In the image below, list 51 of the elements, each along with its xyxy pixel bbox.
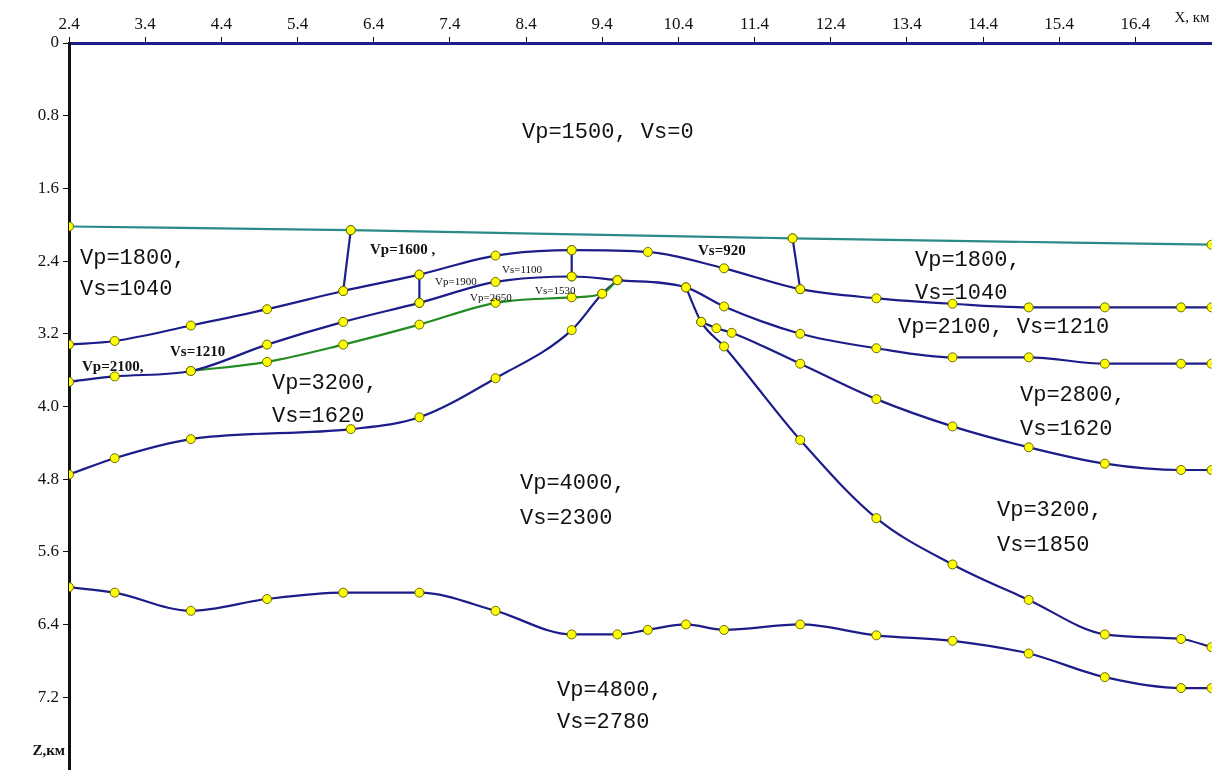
y-tick-label: 0.8 xyxy=(37,105,59,125)
x-tick-label: 8.4 xyxy=(515,14,538,34)
x-tick-label: 13.4 xyxy=(891,14,923,34)
y-tick-label: 2.4 xyxy=(37,250,60,270)
annotation: Vs=2300 xyxy=(520,505,613,531)
annotation: Vp=1500, Vs=0 xyxy=(522,119,694,145)
x-tick-label: 4.4 xyxy=(210,14,233,34)
x-tick-label: 15.4 xyxy=(1044,14,1075,34)
annotation: Vs=1620 xyxy=(272,403,365,429)
annotation: Vs=1040 xyxy=(80,276,173,302)
x-tick-label: 11.4 xyxy=(739,14,770,34)
y-tick-label: 5.6 xyxy=(37,541,59,561)
annotation: Vp=2650 xyxy=(470,290,513,303)
y-axis-title: Z,км xyxy=(32,741,65,758)
y-tick-label: 3.2 xyxy=(37,323,59,343)
x-tick-label: 10.4 xyxy=(663,14,694,34)
x-tick-label: 14.4 xyxy=(968,14,999,34)
x-tick-label: 12.4 xyxy=(815,14,847,34)
y-tick-label: 6.4 xyxy=(37,613,60,633)
annotation: Vs=1850 xyxy=(997,532,1090,558)
annotation: Vp=1800, xyxy=(80,245,186,271)
annotation: Vp=4000, xyxy=(520,470,626,496)
annotation: Vp=2800, xyxy=(1020,382,1126,408)
y-tick-label: 4.8 xyxy=(37,468,59,488)
annotation: Vs=1040 xyxy=(915,280,1008,306)
x-tick-label: 9.4 xyxy=(591,14,614,34)
y-tick-label: 4.0 xyxy=(37,395,59,415)
annotation: Vs=920 xyxy=(698,241,746,258)
y-tick-label: 7.2 xyxy=(37,686,59,706)
x-axis-title: X, км xyxy=(1174,8,1210,25)
annotation: Vp=3200, xyxy=(272,370,378,396)
annotation: Vs=1210 xyxy=(170,342,226,359)
x-tick-label: 5.4 xyxy=(286,14,309,34)
annotation: Vp=4800, xyxy=(557,677,663,703)
annotation: Vs=1530 xyxy=(535,283,576,296)
x-tick-label: 3.4 xyxy=(134,14,157,34)
annotation: Vp=2100, Vs=1210 xyxy=(898,314,1110,340)
x-tick-label: 16.4 xyxy=(1120,14,1151,34)
annotation: Vp=1800, xyxy=(915,247,1021,273)
y-tick-label: 0 xyxy=(50,32,59,52)
x-tick-label: 7.4 xyxy=(439,14,461,34)
annotation: Vp=3200, xyxy=(997,497,1103,523)
x-tick-label: 6.4 xyxy=(363,14,385,34)
annotation: Vs=2780 xyxy=(557,709,650,735)
y-tick-label: 1.6 xyxy=(37,177,59,197)
annotation: Vs=1100 xyxy=(502,262,543,275)
x-tick-label: 2.4 xyxy=(58,14,81,34)
annotation: Vs=1620 xyxy=(1020,416,1113,442)
annotation: Vp=2100, xyxy=(82,357,144,374)
annotation: Vp=1900 xyxy=(435,274,478,287)
annotation: Vp=1600 , xyxy=(370,240,436,257)
